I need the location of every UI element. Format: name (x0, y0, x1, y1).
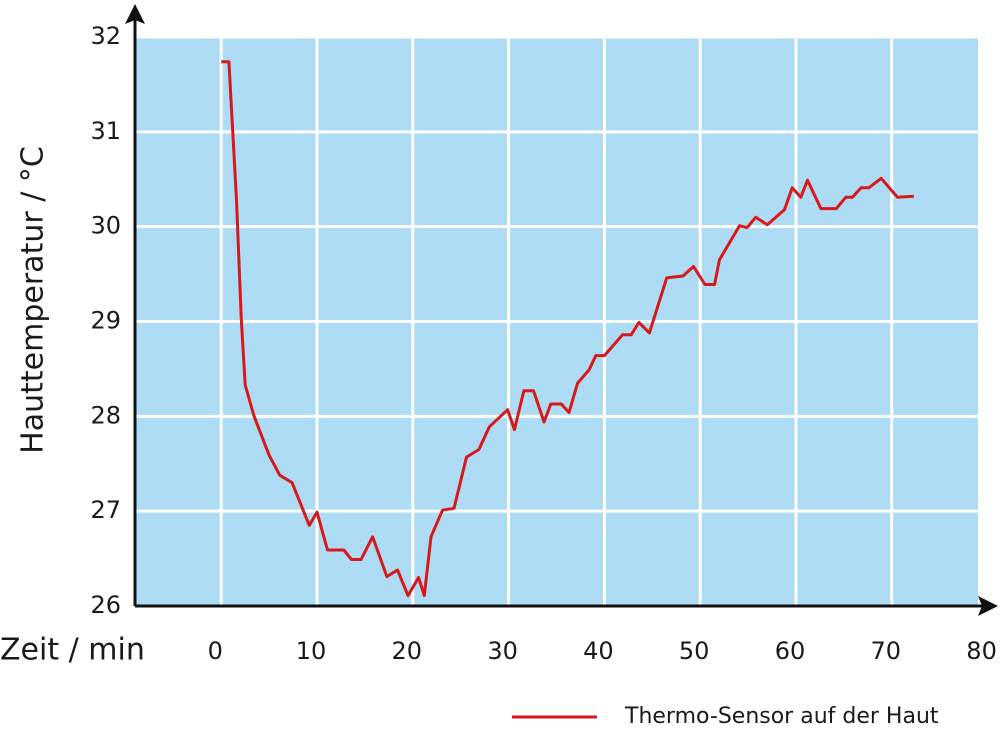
y-tick-label: 26 (90, 591, 121, 619)
x-tick-label: 70 (871, 637, 902, 665)
x-tick-label: 40 (583, 637, 614, 665)
x-tick-label: 50 (679, 637, 710, 665)
data-line (221, 60, 914, 598)
y-tick-label: 32 (90, 22, 121, 50)
x-tick-label: 80 (966, 637, 997, 665)
y-tick-label: 29 (90, 307, 121, 335)
x-axis-title: Zeit / min (0, 633, 145, 668)
x-tick-label: 10 (296, 637, 327, 665)
x-tick-label: 20 (392, 637, 423, 665)
legend-label: Thermo-Sensor auf der Haut (624, 704, 939, 729)
y-axis-title: Hauttemperatur / °C (16, 146, 51, 454)
y-tick-label: 31 (90, 117, 121, 145)
y-tick-label: 28 (90, 401, 121, 429)
x-tick-label: 60 (775, 637, 806, 665)
y-axis-arrow (125, 4, 145, 24)
x-tick-label: 30 (487, 637, 518, 665)
y-tick-label: 30 (90, 212, 121, 240)
y-tick-label: 27 (90, 496, 121, 524)
x-tick-label: 0 (208, 637, 223, 665)
x-axis-arrow (978, 596, 998, 616)
